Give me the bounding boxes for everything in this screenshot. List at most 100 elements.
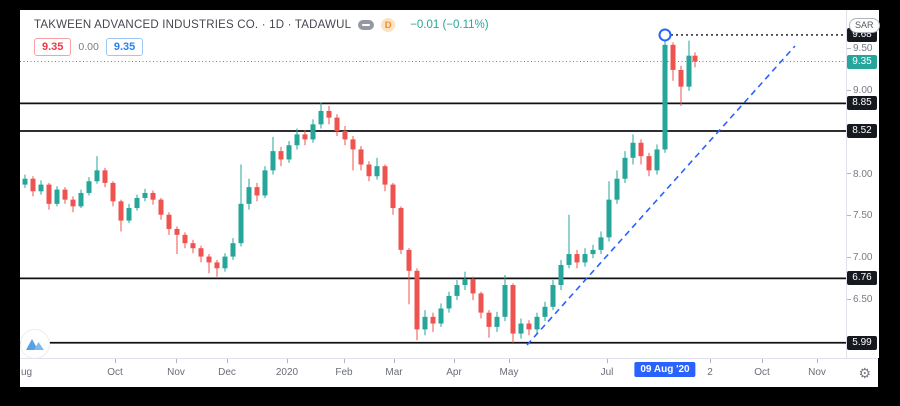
candle	[318, 110, 324, 125]
candle	[78, 192, 84, 207]
candle	[238, 203, 244, 244]
candle	[692, 55, 698, 62]
candle	[230, 243, 236, 257]
time-tick-mark	[394, 359, 395, 363]
price-axis[interactable]: SAR 9.50 9.00 8.00 7.50 7.00 6.50 9.68 9.35 8.85…	[846, 10, 880, 358]
candle	[614, 178, 620, 200]
candle	[542, 306, 548, 317]
candle	[166, 214, 172, 229]
minus-icon	[362, 24, 371, 26]
time-tick-label: Feb	[335, 367, 353, 378]
time-tick-mark	[287, 359, 288, 363]
time-axis[interactable]: ⚙ ug Oct Nov Dec 2020 Feb Mar Apr May Jul 2 Oct Nov 0…	[20, 358, 878, 387]
candle	[638, 142, 644, 157]
time-tick-label: 2020	[275, 367, 299, 378]
buy-button[interactable]: 9.35	[105, 38, 144, 56]
price-level-badge: 6.76	[847, 271, 877, 286]
candle	[390, 184, 396, 209]
candle	[70, 199, 76, 207]
price-level-badge: 8.85	[847, 96, 877, 111]
time-tick-mark	[344, 359, 345, 363]
candle	[270, 151, 276, 171]
candle	[334, 117, 340, 132]
candle	[526, 323, 532, 330]
candle	[110, 182, 116, 202]
candle	[350, 139, 356, 150]
candle-wick	[408, 248, 410, 305]
candle	[182, 234, 188, 244]
price-tick-label: 6.50	[847, 294, 872, 305]
time-tick-mark	[762, 359, 763, 363]
candle	[478, 293, 484, 313]
price-tick-label: 9.50	[847, 43, 872, 54]
price-level-badge: 8.52	[847, 124, 877, 139]
candle	[470, 279, 476, 294]
time-tick-label: ug	[21, 367, 33, 378]
candle	[686, 55, 692, 87]
time-tick-label: 2	[707, 367, 713, 378]
time-tick-label: Nov	[808, 367, 826, 378]
candle	[366, 164, 372, 177]
candle	[286, 145, 292, 160]
market-status-icon	[358, 20, 375, 30]
candle	[494, 316, 500, 327]
candle	[310, 124, 316, 140]
time-tick-label: Jul	[600, 367, 614, 378]
price-level-badge: 5.99	[847, 335, 877, 350]
candle	[486, 312, 492, 327]
candle	[606, 199, 612, 238]
interval-badge[interactable]: D	[381, 18, 396, 32]
time-tick-mark	[710, 359, 711, 363]
time-tick-label: Apr	[446, 367, 462, 378]
candle	[358, 149, 364, 165]
candle	[422, 316, 428, 330]
candle	[326, 110, 332, 118]
candle	[174, 228, 180, 235]
mountain-icon	[26, 339, 44, 350]
time-tick-mark	[509, 359, 510, 363]
currency-button[interactable]: SAR	[849, 18, 880, 33]
chart-panel: TAKWEEN ADVANCED INDUSTRIES CO. · 1D · T…	[20, 10, 880, 387]
candle	[222, 256, 228, 269]
candle	[302, 134, 308, 140]
time-tick-mark	[607, 359, 608, 363]
candle	[414, 270, 420, 330]
candlestick-chart[interactable]	[20, 10, 846, 358]
broker-logo	[21, 330, 49, 358]
price-change: −0.01 (−0.11%)	[410, 19, 489, 31]
candle-wick	[352, 136, 354, 171]
time-tick-mark	[454, 359, 455, 363]
time-tick-label: Mar	[385, 367, 403, 378]
sell-button[interactable]: 9.35	[34, 38, 72, 56]
candle-wick	[568, 214, 570, 269]
candle	[190, 243, 196, 249]
candle	[558, 264, 564, 286]
date-badge: 09 Aug '20	[634, 362, 696, 377]
candle	[398, 208, 404, 250]
price-tick-label: 7.50	[847, 210, 872, 221]
candle	[406, 249, 412, 271]
time-tick-label: Oct	[754, 367, 770, 378]
candle	[678, 69, 684, 87]
candle	[670, 44, 676, 70]
time-tick-label: May	[499, 367, 519, 378]
symbol-title[interactable]: TAKWEEN ADVANCED INDUSTRIES CO. · 1D · T…	[34, 19, 352, 31]
candle	[662, 44, 668, 150]
candle	[574, 254, 580, 263]
trendline-drawing[interactable]	[526, 45, 796, 346]
candle	[22, 178, 28, 185]
candle	[590, 249, 596, 255]
candle	[454, 285, 460, 296]
symbol-row: TAKWEEN ADVANCED INDUSTRIES CO. · 1D · T…	[34, 16, 489, 34]
candle	[62, 189, 68, 200]
candle	[126, 208, 132, 221]
candle	[206, 256, 212, 263]
candle	[118, 201, 124, 221]
candle	[382, 166, 388, 185]
settings-gear-icon[interactable]: ⚙	[858, 365, 871, 381]
candle	[550, 285, 556, 307]
candle	[438, 308, 444, 324]
candle	[294, 134, 300, 146]
high-marker[interactable]	[658, 28, 672, 42]
price-tick-label: 8.00	[847, 169, 872, 180]
